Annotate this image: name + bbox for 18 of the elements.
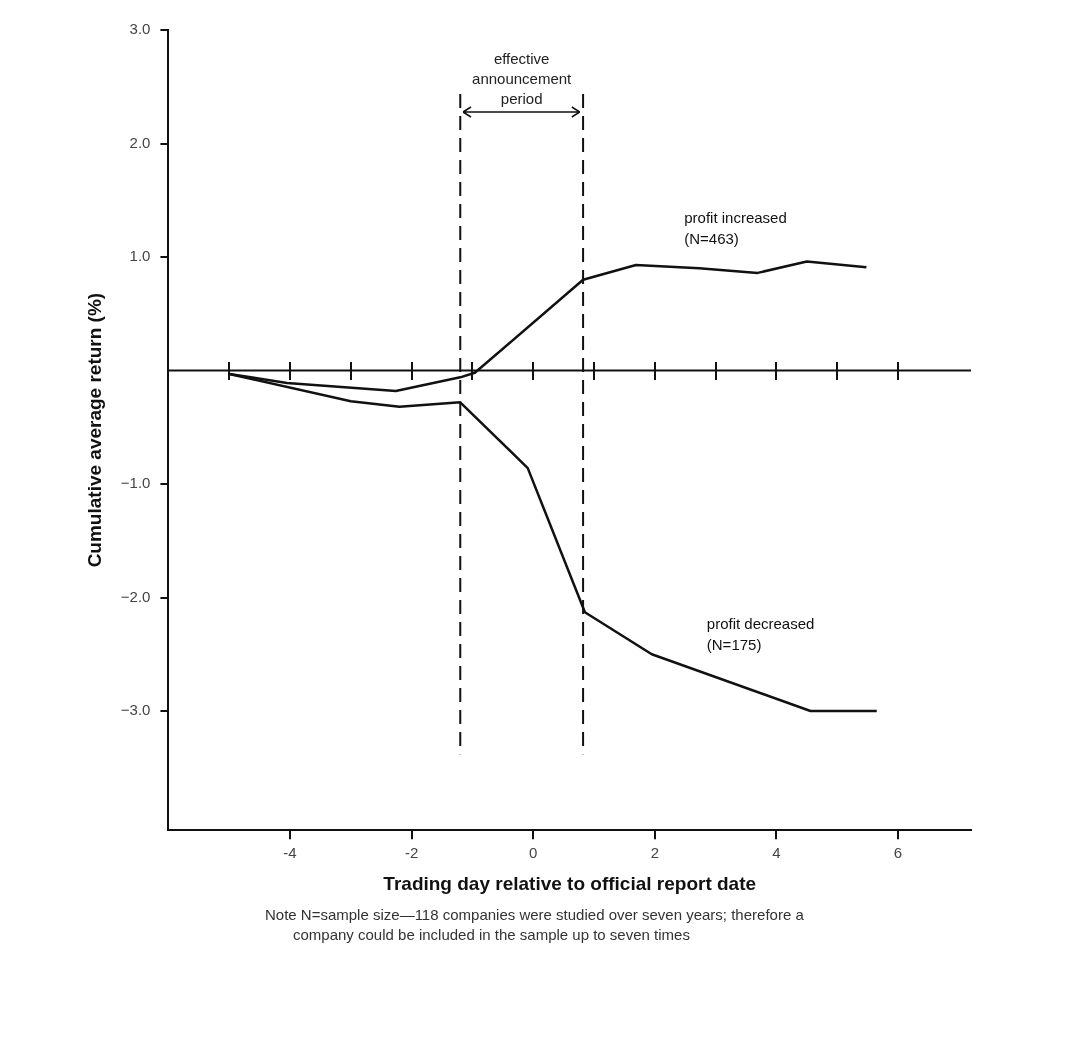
x-tick-label: 2 bbox=[650, 844, 659, 862]
y-tick-label: −2.0 bbox=[120, 587, 151, 605]
x-tick-label: 0 bbox=[529, 844, 538, 862]
y-tick-label: −1.0 bbox=[120, 474, 151, 492]
y-tick-label: 1.0 bbox=[129, 247, 151, 265]
x-tick-label: -4 bbox=[283, 844, 297, 862]
annotation: effective announcement period bbox=[472, 50, 573, 108]
y-tick-label: 3.0 bbox=[129, 20, 151, 38]
series-label: profit decreased (N=175) bbox=[706, 615, 815, 654]
x-tick-label: 6 bbox=[893, 844, 903, 862]
x-axis-title: Trading day relative to official report date bbox=[383, 872, 757, 894]
series-label: profit increased (N=463) bbox=[684, 209, 787, 248]
x-tick-label: 4 bbox=[772, 844, 781, 862]
y-tick-label: −3.0 bbox=[120, 701, 151, 719]
y-tick-label: 2.0 bbox=[129, 133, 151, 151]
text: Note N=sample size—118 companies were studied over seven years; therefore a company could be included in the sample up to seven times bbox=[265, 905, 805, 945]
y-axis-title: Cumulative average return (%) bbox=[83, 292, 105, 568]
x-tick-label: -2 bbox=[404, 844, 419, 862]
